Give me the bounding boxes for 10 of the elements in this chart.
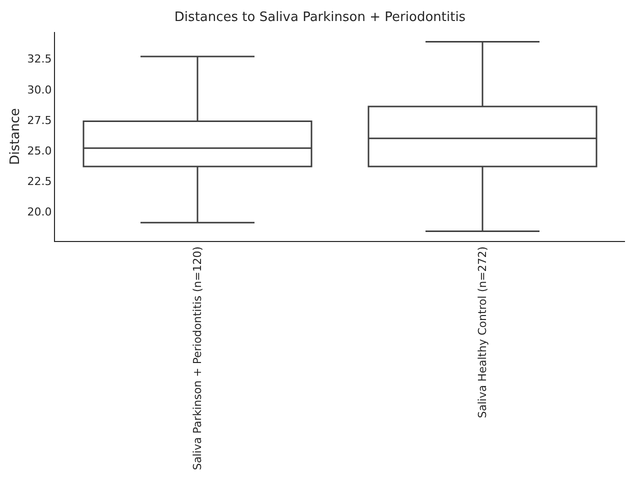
y-tick-label: 27.5 [27,114,52,127]
y-axis-title: Distance [8,108,24,165]
y-tick-label: 32.5 [27,52,52,66]
y-tick-label: 22.5 [27,174,52,188]
y-tick-label: 30.0 [27,83,52,96]
y-tick-label: 20.0 [27,206,52,219]
y-tick-label: 25.0 [27,144,52,158]
x-tick-label: Saliva Healthy Control (n=272) [476,246,490,418]
chart-title: Distances to Saliva Parkinson + Periodontitis [174,10,466,26]
x-tick-label: Saliva Parkinson + Periodontitis (n=120) [191,246,204,470]
